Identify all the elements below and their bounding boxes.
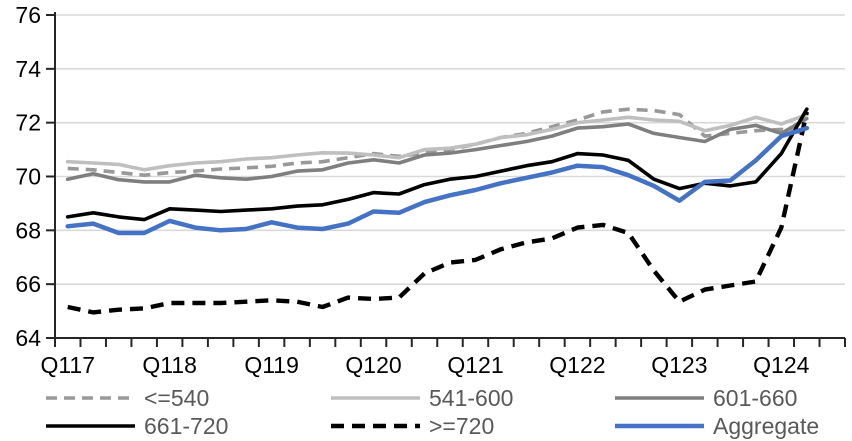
y-axis-label: 76 (15, 2, 41, 28)
x-axis-label: Q119 (244, 352, 299, 378)
series-line-661-720 (65, 107, 809, 222)
x-axis-label: Q124 (753, 352, 809, 378)
series-line-601-660 (65, 116, 809, 184)
x-axis-label: Q121 (447, 352, 503, 378)
y-axis-label: 66 (15, 271, 41, 297)
x-axis-label: Q120 (345, 352, 401, 378)
y-axis-label: 72 (15, 110, 41, 136)
y-axis-label: 74 (15, 56, 41, 82)
x-axis-label: Q122 (549, 352, 605, 378)
y-axis-label: 64 (15, 325, 41, 351)
x-axis-label: Q118 (142, 352, 197, 378)
x-axis-label: Q123 (651, 352, 707, 378)
y-axis-label: 68 (15, 217, 41, 243)
y-axis-label: 70 (15, 164, 41, 190)
series-line-541-600 (65, 112, 809, 172)
series-line-720 (67, 111, 809, 315)
series-line-aggregate (65, 125, 810, 236)
x-axis-label: Q117 (40, 352, 95, 378)
